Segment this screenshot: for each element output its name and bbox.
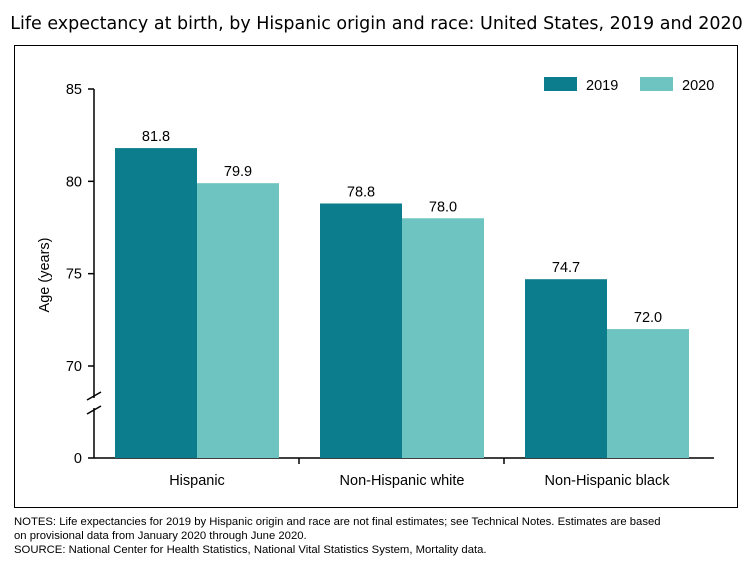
- data-label: 79.9: [224, 164, 252, 180]
- y-axis-title: Age (years): [37, 238, 53, 313]
- legend-label: 2020: [682, 78, 714, 94]
- axis-break-mark: [86, 391, 102, 401]
- bar-2020: [197, 183, 279, 458]
- legend-label: 2019: [586, 78, 618, 94]
- chart-frame: [14, 45, 738, 508]
- y-tick-label: 75: [66, 267, 82, 283]
- x-category-label: Non-Hispanic black: [545, 473, 671, 489]
- bar-chart: 0 70 75 80 85 Age (years) 81.8 79.9 Hispanic 78.8…: [37, 77, 714, 489]
- data-label: 78.0: [429, 199, 457, 215]
- y-tick-label: 85: [66, 82, 82, 98]
- bar-2020: [607, 329, 689, 458]
- data-label: 81.8: [142, 129, 170, 145]
- notes-line-1: NOTES: Life expectancies for 2019 by His…: [14, 516, 661, 528]
- x-category-label: Non-Hispanic white: [340, 473, 465, 489]
- axis-break-mark: [86, 405, 102, 415]
- bar-2020: [402, 218, 484, 458]
- x-category-label: Hispanic: [169, 473, 225, 489]
- y-tick-label: 70: [66, 359, 82, 375]
- data-label: 72.0: [634, 310, 662, 326]
- legend-swatch-2019: [544, 77, 577, 91]
- bar-2019: [525, 279, 607, 458]
- source-note: SOURCE: National Center for Health Stati…: [14, 544, 487, 556]
- data-label: 74.7: [552, 260, 580, 276]
- bar-2019: [115, 148, 197, 458]
- y-tick-label: 0: [74, 451, 82, 467]
- chart-title: Life expectancy at birth, by Hispanic or…: [10, 14, 743, 34]
- notes-line-2: on provisional data from January 2020 th…: [14, 530, 307, 542]
- data-label: 78.8: [347, 184, 375, 200]
- y-tick-label: 80: [66, 174, 82, 190]
- legend-swatch-2020: [640, 77, 673, 91]
- bar-2019: [320, 203, 402, 458]
